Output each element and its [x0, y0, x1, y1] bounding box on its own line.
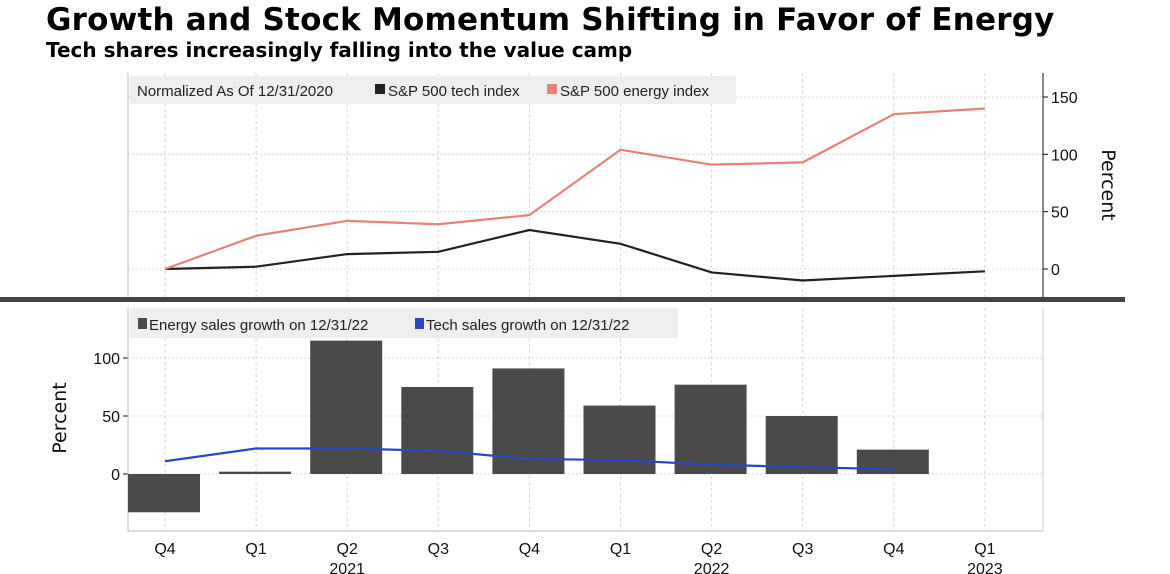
x-tick-label: Q3 — [792, 541, 813, 558]
x-year-label: 2021 — [329, 561, 365, 574]
bottom-y-axis-label: Percent — [49, 382, 71, 454]
x-tick-label: Q1 — [974, 541, 995, 558]
legend-swatch — [375, 84, 385, 94]
bottom-legend-box — [130, 308, 678, 338]
top-series-line-s-p-500-tech-index — [164, 228, 985, 282]
energy-bar — [674, 384, 747, 474]
energy-bar — [219, 471, 292, 474]
energy-bar — [765, 416, 838, 474]
chart-title: Growth and Stock Momentum Shifting in Fa… — [46, 2, 1055, 38]
bottom-ytick-label: 100 — [93, 351, 120, 368]
x-tick-label: Q4 — [154, 541, 175, 558]
top-legend-label: S&P 500 energy index — [560, 83, 709, 100]
energy-bar — [401, 387, 474, 474]
x-year-label: 2023 — [967, 561, 1003, 574]
legend-swatch — [415, 318, 424, 329]
x-tick-label: Q1 — [610, 541, 631, 558]
top-ytick-label: 100 — [1051, 147, 1078, 164]
x-tick-label: Q2 — [701, 541, 722, 558]
energy-bar — [310, 340, 383, 474]
x-tick-label: Q4 — [519, 541, 540, 558]
bottom-ytick-label: 50 — [102, 409, 120, 426]
top-y-axis-label: Percent — [1097, 149, 1119, 221]
top-legend-label: S&P 500 tech index — [388, 83, 520, 100]
bottom-legend-label: Energy sales growth on 12/31/22 — [149, 317, 368, 334]
x-tick-label: Q4 — [883, 541, 904, 558]
top-ytick-label: 0 — [1051, 262, 1060, 279]
top-ytick-label: 50 — [1051, 205, 1069, 222]
legend-swatch — [547, 84, 557, 94]
top-ytick-label: 150 — [1051, 90, 1078, 107]
chart-subtitle: Tech shares increasingly falling into th… — [46, 38, 633, 62]
legend-swatch — [138, 318, 147, 329]
energy-bar — [128, 474, 200, 513]
tech-sales-growth-line — [164, 447, 894, 471]
x-tick-label: Q3 — [428, 541, 449, 558]
top-legend-note: Normalized As Of 12/31/2020 — [137, 83, 333, 100]
x-year-label: 2022 — [694, 561, 730, 574]
bottom-ytick-label: 0 — [111, 467, 120, 484]
top-legend-box — [130, 76, 736, 104]
top-series-line-s-p-500-energy-index — [164, 107, 985, 271]
panel-divider — [0, 297, 1125, 302]
x-tick-label: Q2 — [337, 541, 358, 558]
energy-bar — [583, 405, 656, 474]
x-tick-label: Q1 — [245, 541, 266, 558]
bottom-legend-label: Tech sales growth on 12/31/22 — [426, 317, 629, 334]
